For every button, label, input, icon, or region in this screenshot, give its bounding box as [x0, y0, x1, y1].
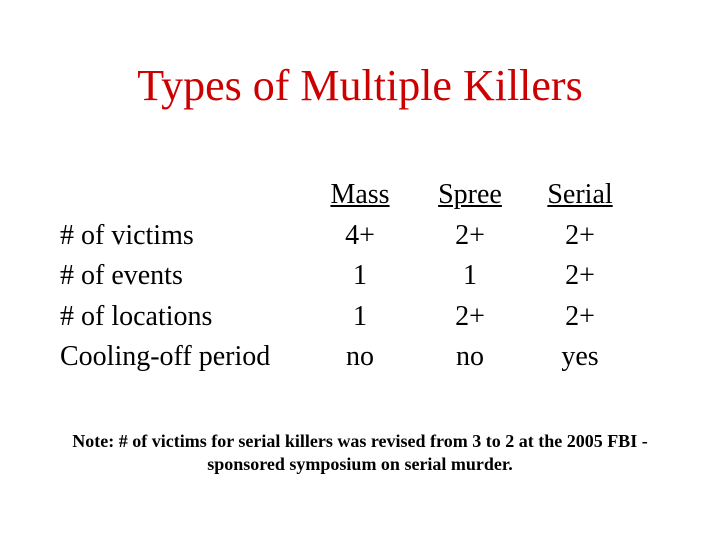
row-label: # of events: [60, 256, 305, 297]
cell: 4+: [305, 216, 415, 257]
footnote: Note: # of victims for serial killers wa…: [70, 430, 650, 477]
cell: no: [415, 337, 525, 378]
cell: 2+: [525, 297, 635, 338]
row-label: # of victims: [60, 216, 305, 257]
table-row: # of victims 4+ 2+ 2+: [60, 216, 660, 257]
column-header: Spree: [415, 175, 525, 216]
cell: 2+: [525, 216, 635, 257]
column-header: Serial: [525, 175, 635, 216]
slide: Types of Multiple Killers Mass Spree Ser…: [0, 0, 720, 540]
cell: 1: [415, 256, 525, 297]
column-header: Mass: [305, 175, 415, 216]
slide-title: Types of Multiple Killers: [0, 60, 720, 111]
comparison-table: Mass Spree Serial # of victims 4+ 2+ 2+ …: [60, 175, 660, 378]
cell: 1: [305, 297, 415, 338]
table-row: # of locations 1 2+ 2+: [60, 297, 660, 338]
table-row: # of events 1 1 2+: [60, 256, 660, 297]
cell: 1: [305, 256, 415, 297]
table-header-row: Mass Spree Serial: [60, 175, 660, 216]
cell: 2+: [525, 256, 635, 297]
row-label: Cooling-off period: [60, 337, 305, 378]
cell: 2+: [415, 216, 525, 257]
cell: no: [305, 337, 415, 378]
row-label: # of locations: [60, 297, 305, 338]
cell: 2+: [415, 297, 525, 338]
table-row: Cooling-off period no no yes: [60, 337, 660, 378]
cell: yes: [525, 337, 635, 378]
